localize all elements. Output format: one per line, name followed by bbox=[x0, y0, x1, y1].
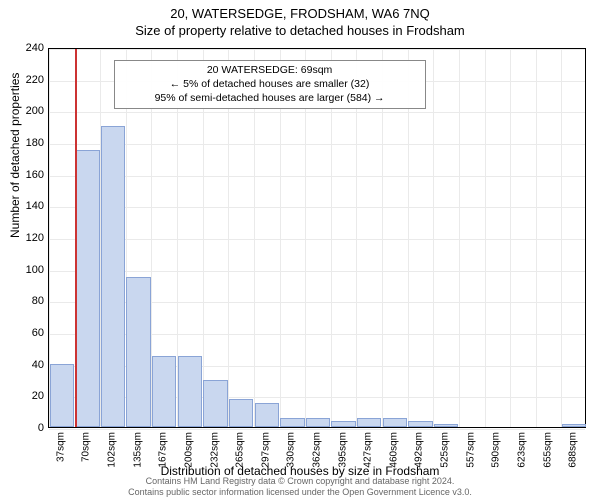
gridline-v bbox=[561, 49, 562, 427]
gridline-v bbox=[536, 49, 537, 427]
histogram-bar bbox=[562, 424, 586, 427]
histogram-bar bbox=[101, 126, 125, 427]
ytick-label: 80 bbox=[4, 295, 44, 307]
xtick-label: 525sqm bbox=[440, 432, 451, 468]
histogram-bar bbox=[280, 418, 304, 428]
footer-attribution: Contains HM Land Registry data © Crown c… bbox=[0, 476, 600, 498]
annotation-line: 20 WATERSEDGE: 69sqm bbox=[121, 64, 419, 78]
gridline-h bbox=[49, 144, 585, 145]
footer-line-1: Contains HM Land Registry data © Crown c… bbox=[0, 476, 600, 487]
ytick-label: 180 bbox=[4, 137, 44, 149]
xtick-label: 102sqm bbox=[107, 432, 118, 468]
histogram-bar bbox=[434, 424, 458, 427]
footer-line-2: Contains public sector information licen… bbox=[0, 487, 600, 498]
chart-area: 20 WATERSEDGE: 69sqm← 5% of detached hou… bbox=[48, 48, 586, 428]
ytick-label: 200 bbox=[4, 105, 44, 117]
xtick-label: 232sqm bbox=[209, 432, 220, 468]
histogram-bar bbox=[255, 403, 279, 427]
xtick-label: 265sqm bbox=[235, 432, 246, 468]
y-axis-label: Number of detached properties bbox=[8, 73, 22, 238]
histogram-bar bbox=[178, 356, 202, 427]
gridline-v bbox=[433, 49, 434, 427]
xtick-label: 655sqm bbox=[542, 432, 553, 468]
gridline-h bbox=[49, 112, 585, 113]
xtick-label: 395sqm bbox=[337, 432, 348, 468]
gridline-v bbox=[510, 49, 511, 427]
histogram-bar bbox=[383, 418, 407, 428]
xtick-label: 590sqm bbox=[491, 432, 502, 468]
histogram-bar bbox=[331, 421, 355, 427]
ytick-label: 160 bbox=[4, 169, 44, 181]
histogram-bar bbox=[75, 150, 99, 427]
ytick-label: 120 bbox=[4, 232, 44, 244]
xtick-label: 492sqm bbox=[414, 432, 425, 468]
histogram-bar bbox=[126, 277, 150, 427]
xtick-label: 688sqm bbox=[568, 432, 579, 468]
property-marker-line bbox=[75, 49, 77, 427]
xtick-label: 37sqm bbox=[55, 432, 66, 462]
gridline-v bbox=[485, 49, 486, 427]
xtick-label: 460sqm bbox=[388, 432, 399, 468]
xtick-label: 557sqm bbox=[465, 432, 476, 468]
ytick-label: 40 bbox=[4, 359, 44, 371]
xtick-label: 200sqm bbox=[183, 432, 194, 468]
annotation-box: 20 WATERSEDGE: 69sqm← 5% of detached hou… bbox=[114, 60, 426, 109]
histogram-bar bbox=[306, 418, 330, 428]
xtick-label: 623sqm bbox=[516, 432, 527, 468]
annotation-line: 95% of semi-detached houses are larger (… bbox=[121, 92, 419, 106]
gridline-h bbox=[49, 429, 585, 430]
histogram-bar bbox=[203, 380, 227, 428]
ytick-label: 0 bbox=[4, 422, 44, 434]
histogram-bar bbox=[152, 356, 176, 427]
ytick-label: 240 bbox=[4, 42, 44, 54]
histogram-bar bbox=[229, 399, 253, 428]
gridline-v bbox=[459, 49, 460, 427]
gridline-h bbox=[49, 49, 585, 50]
address-line: 20, WATERSEDGE, FRODSHAM, WA6 7NQ bbox=[0, 6, 600, 21]
xtick-label: 297sqm bbox=[260, 432, 271, 468]
xtick-label: 427sqm bbox=[363, 432, 374, 468]
gridline-h bbox=[49, 207, 585, 208]
ytick-label: 60 bbox=[4, 327, 44, 339]
annotation-line: ← 5% of detached houses are smaller (32) bbox=[121, 78, 419, 92]
ytick-label: 100 bbox=[4, 264, 44, 276]
header-block: 20, WATERSEDGE, FRODSHAM, WA6 7NQ Size o… bbox=[0, 0, 600, 38]
xtick-label: 362sqm bbox=[312, 432, 323, 468]
gridline-h bbox=[49, 176, 585, 177]
xtick-label: 330sqm bbox=[286, 432, 297, 468]
xtick-label: 167sqm bbox=[158, 432, 169, 468]
ytick-label: 140 bbox=[4, 200, 44, 212]
histogram-bar bbox=[357, 418, 381, 428]
gridline-h bbox=[49, 239, 585, 240]
plot-region: 20 WATERSEDGE: 69sqm← 5% of detached hou… bbox=[48, 48, 586, 428]
histogram-bar bbox=[408, 421, 432, 427]
xtick-label: 135sqm bbox=[132, 432, 143, 468]
histogram-bar bbox=[50, 364, 74, 427]
xtick-label: 70sqm bbox=[81, 432, 92, 462]
gridline-h bbox=[49, 271, 585, 272]
ytick-label: 20 bbox=[4, 390, 44, 402]
ytick-label: 220 bbox=[4, 74, 44, 86]
subtitle-line: Size of property relative to detached ho… bbox=[0, 23, 600, 38]
